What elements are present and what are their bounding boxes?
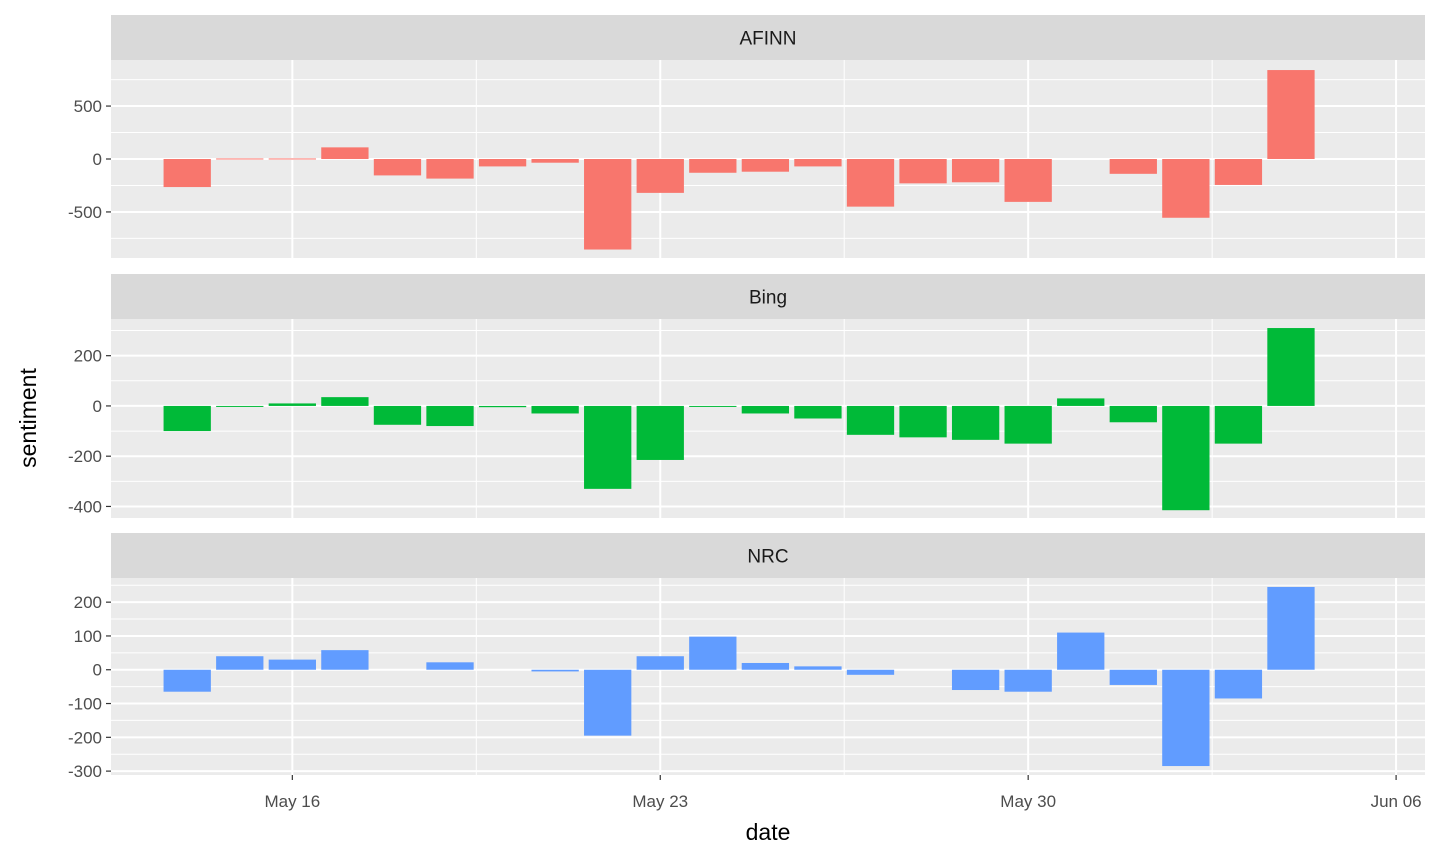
bar: [1267, 70, 1315, 159]
bar: [321, 397, 369, 406]
bar: [163, 405, 211, 432]
bar: [268, 158, 316, 160]
bar: [584, 669, 632, 736]
y-tick-label: -400: [68, 497, 102, 516]
facet-label: NRC: [747, 547, 788, 568]
bar: [794, 666, 842, 670]
bar: [689, 405, 737, 407]
bar: [1004, 159, 1052, 202]
bar: [951, 669, 1000, 691]
y-tick-label: 500: [74, 97, 102, 116]
bar: [1004, 669, 1052, 692]
bar: [321, 650, 369, 670]
bar: [1109, 159, 1157, 174]
y-tick-label: -100: [68, 695, 102, 714]
bar: [846, 405, 895, 435]
y-tick-label: 200: [74, 593, 102, 612]
panel-nrc: NRC 200 100 0 -100 -200 -300: [68, 533, 1425, 781]
bar: [1109, 669, 1157, 685]
bar: [951, 405, 1000, 440]
bar: [268, 403, 316, 406]
bar: [584, 405, 632, 489]
y-tick-label: 200: [74, 347, 102, 366]
bar: [426, 662, 474, 670]
bar: [1004, 405, 1052, 444]
bar: [1162, 159, 1210, 218]
bar: [268, 659, 316, 670]
bar: [1214, 159, 1263, 185]
bar: [531, 669, 579, 672]
bar: [216, 158, 264, 160]
bar: [426, 405, 474, 427]
bar: [1057, 632, 1105, 670]
bar: [741, 405, 790, 414]
bar: [741, 159, 790, 172]
bar: [899, 159, 947, 184]
y-axis-title: sentiment: [15, 368, 41, 468]
facet-strip: [111, 274, 1425, 319]
bar: [584, 159, 632, 250]
bar: [373, 405, 422, 425]
facet-label: AFINN: [740, 29, 797, 50]
bar: [1214, 405, 1263, 444]
facet-strip: [111, 533, 1425, 578]
bar: [846, 669, 895, 675]
facet-label: Bing: [749, 288, 787, 309]
y-tick-label: 0: [93, 661, 102, 680]
bar: [373, 159, 422, 176]
facet-strip: [111, 15, 1425, 60]
y-tick-label: -300: [68, 762, 102, 781]
bar: [741, 662, 790, 670]
bar: [1267, 328, 1315, 406]
y-tick-label: -200: [68, 447, 102, 466]
bar: [951, 159, 1000, 183]
bar: [163, 669, 211, 692]
bar: [1267, 586, 1315, 670]
bar: [1162, 669, 1210, 767]
bar: [846, 159, 895, 207]
bar: [478, 159, 527, 167]
x-tick-label: May 30: [1000, 792, 1056, 811]
bar: [1109, 405, 1157, 423]
bar: [531, 159, 579, 163]
y-tick-label: 0: [93, 397, 102, 416]
bar: [794, 159, 842, 167]
bar: [636, 159, 684, 193]
bar: [531, 405, 579, 414]
bar: [426, 159, 474, 179]
bar: [216, 656, 264, 670]
bar: [163, 159, 211, 188]
bar: [321, 147, 369, 159]
bar: [794, 405, 842, 419]
bar: [689, 159, 737, 173]
x-axis: May 16 May 23 May 30 Jun 06: [264, 775, 1422, 811]
bar: [1162, 405, 1210, 511]
bar: [689, 636, 737, 670]
panels: AFINN 500 0 -500 Bing 200 0 -200 -400 NRC 200 100 0 -…: [68, 15, 1425, 781]
y-tick-label: 0: [93, 150, 102, 169]
x-tick-label: May 16: [264, 792, 320, 811]
bar: [1057, 398, 1105, 406]
x-axis-title: date: [746, 819, 791, 845]
bar: [216, 405, 264, 407]
y-tick-label: -500: [68, 203, 102, 222]
x-tick-label: Jun 06: [1371, 792, 1422, 811]
y-tick-label: 100: [74, 627, 102, 646]
bar: [899, 405, 947, 438]
bar: [1214, 669, 1263, 699]
x-tick-label: May 23: [632, 792, 688, 811]
bar: [478, 405, 527, 408]
y-tick-label: -200: [68, 728, 102, 747]
panel-bing: Bing 200 0 -200 -400: [68, 274, 1425, 518]
panel-afinn: AFINN 500 0 -500: [68, 15, 1425, 258]
bar: [636, 656, 684, 670]
bar: [636, 405, 684, 460]
